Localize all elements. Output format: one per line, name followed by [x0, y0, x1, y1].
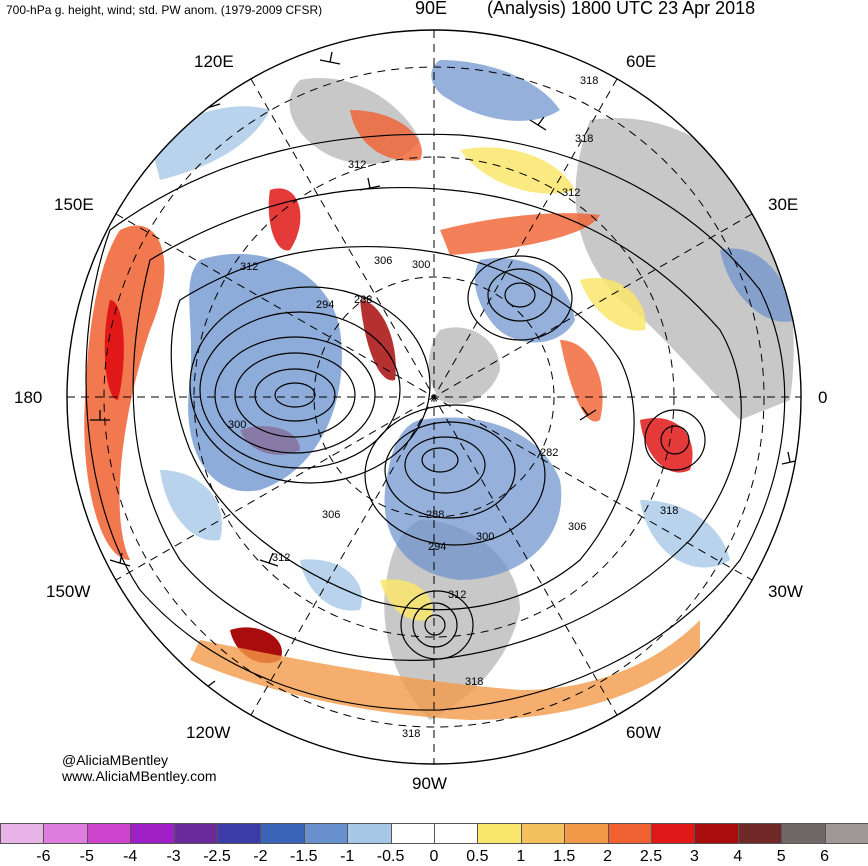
legend-label: 2.5: [639, 848, 663, 865]
contour-label: 282: [540, 447, 558, 459]
contour-label: 300: [228, 419, 246, 431]
contour-label: 306: [322, 509, 340, 521]
author-handle: @AliciaMBentley: [62, 752, 169, 768]
longitude-label-150e: 150E: [54, 195, 94, 214]
legend-swatch: [390, 823, 435, 844]
legend-swatch: [607, 823, 652, 844]
contour-label: 312: [348, 159, 366, 171]
legend-label: -5: [79, 848, 94, 865]
contour-label: 312: [272, 552, 290, 564]
contour-label: 288: [354, 294, 372, 306]
legend-swatch: [303, 823, 349, 844]
legend-label: 3: [689, 848, 699, 865]
legend-swatch: [0, 823, 45, 844]
contour-label: 306: [568, 521, 586, 533]
longitude-label-30e: 30E: [768, 195, 799, 214]
legend-swatch: [781, 823, 826, 844]
legend-label: -0.5: [376, 848, 405, 865]
longitude-label-0: 0: [818, 388, 828, 407]
contour-label: 318: [575, 133, 593, 145]
contour-label: 300: [476, 531, 494, 543]
legend-swatch: [477, 823, 522, 844]
legend-swatch: [347, 823, 392, 844]
legend-swatch: [260, 823, 305, 844]
pw-anomaly-shading: [84, 60, 795, 720]
legend-label: 0.5: [466, 848, 489, 865]
contour-label: 288: [426, 509, 444, 521]
height-contours: [85, 133, 786, 711]
legend-label: 1: [516, 848, 526, 865]
longitude-label-60w: 60W: [626, 723, 661, 742]
contour-label: 318: [402, 728, 420, 740]
longitude-label-30w: 30W: [768, 582, 803, 601]
longitude-label-120e: 120E: [194, 52, 234, 71]
legend-label: -1.5: [290, 848, 318, 865]
longitude-label-90w: 90W: [412, 774, 447, 793]
legend-label: 1.5: [553, 848, 576, 865]
map-border: [66, 29, 802, 765]
legend-swatch: [130, 823, 175, 844]
contour-label: 294: [428, 541, 446, 553]
legend-label: 6: [820, 848, 830, 865]
contour-label: 318: [580, 75, 598, 87]
legend-label: 4: [733, 848, 743, 865]
contour-label: 318: [660, 505, 678, 517]
color-legend: -6 -5 -4 -3 -2.5 -2 -1.5 -1 -0.5 0 0.5 1 1.5 2 2.5 3 4 5 6: [0, 823, 868, 865]
map-title: 700-hPa g. height, wind; std. PW anom. (…: [6, 3, 323, 17]
contour-label: 312: [448, 589, 466, 601]
legend-label: -1: [340, 848, 355, 865]
contour-label: 318: [465, 676, 483, 688]
contour-label-group: 318 318 312 312 312 306 300 294 288 300 …: [228, 75, 678, 740]
contour-label: 300: [412, 259, 430, 271]
legend-swatch: [173, 823, 218, 844]
longitude-label-60e: 60E: [626, 52, 657, 71]
legend-swatch: [824, 823, 868, 844]
legend-swatch: [564, 823, 609, 844]
legend-label: 2: [603, 848, 613, 865]
analysis-time: (Analysis) 1800 UTC 23 Apr 2018: [487, 0, 756, 18]
contour-label: 312: [240, 261, 258, 273]
author-website[interactable]: www.AliciaMBentley.com: [62, 768, 217, 784]
longitude-label-120w: 120W: [186, 723, 231, 742]
legend-label: -6: [36, 848, 51, 865]
legend-swatch: [43, 823, 88, 844]
legend-swatch: [737, 823, 783, 844]
longitude-label-90e: 90E: [415, 0, 448, 18]
legend-label: 5: [776, 848, 786, 865]
legend-label: -4: [123, 848, 138, 865]
legend-label: -2.5: [203, 848, 231, 865]
legend-label: -3: [166, 848, 181, 865]
contour-label: 312: [562, 187, 580, 199]
legend-swatch: [694, 823, 739, 844]
longitude-label-180: 180: [14, 388, 43, 407]
contour-label: 294: [316, 299, 334, 311]
contour-label: 306: [374, 255, 392, 267]
legend-swatch: [520, 823, 566, 844]
legend-swatch: [434, 823, 479, 844]
graticule: [67, 30, 801, 764]
legend-swatch: [651, 823, 696, 844]
legend-swatch: [86, 823, 132, 844]
polar-stereographic-map: 318 318 312 312 312 306 300 294 288 300 …: [66, 29, 802, 765]
legend-label: -2: [253, 848, 268, 865]
legend-label: 0: [429, 848, 439, 865]
legend-swatch: [217, 823, 262, 844]
longitude-label-150w: 150W: [46, 582, 91, 601]
